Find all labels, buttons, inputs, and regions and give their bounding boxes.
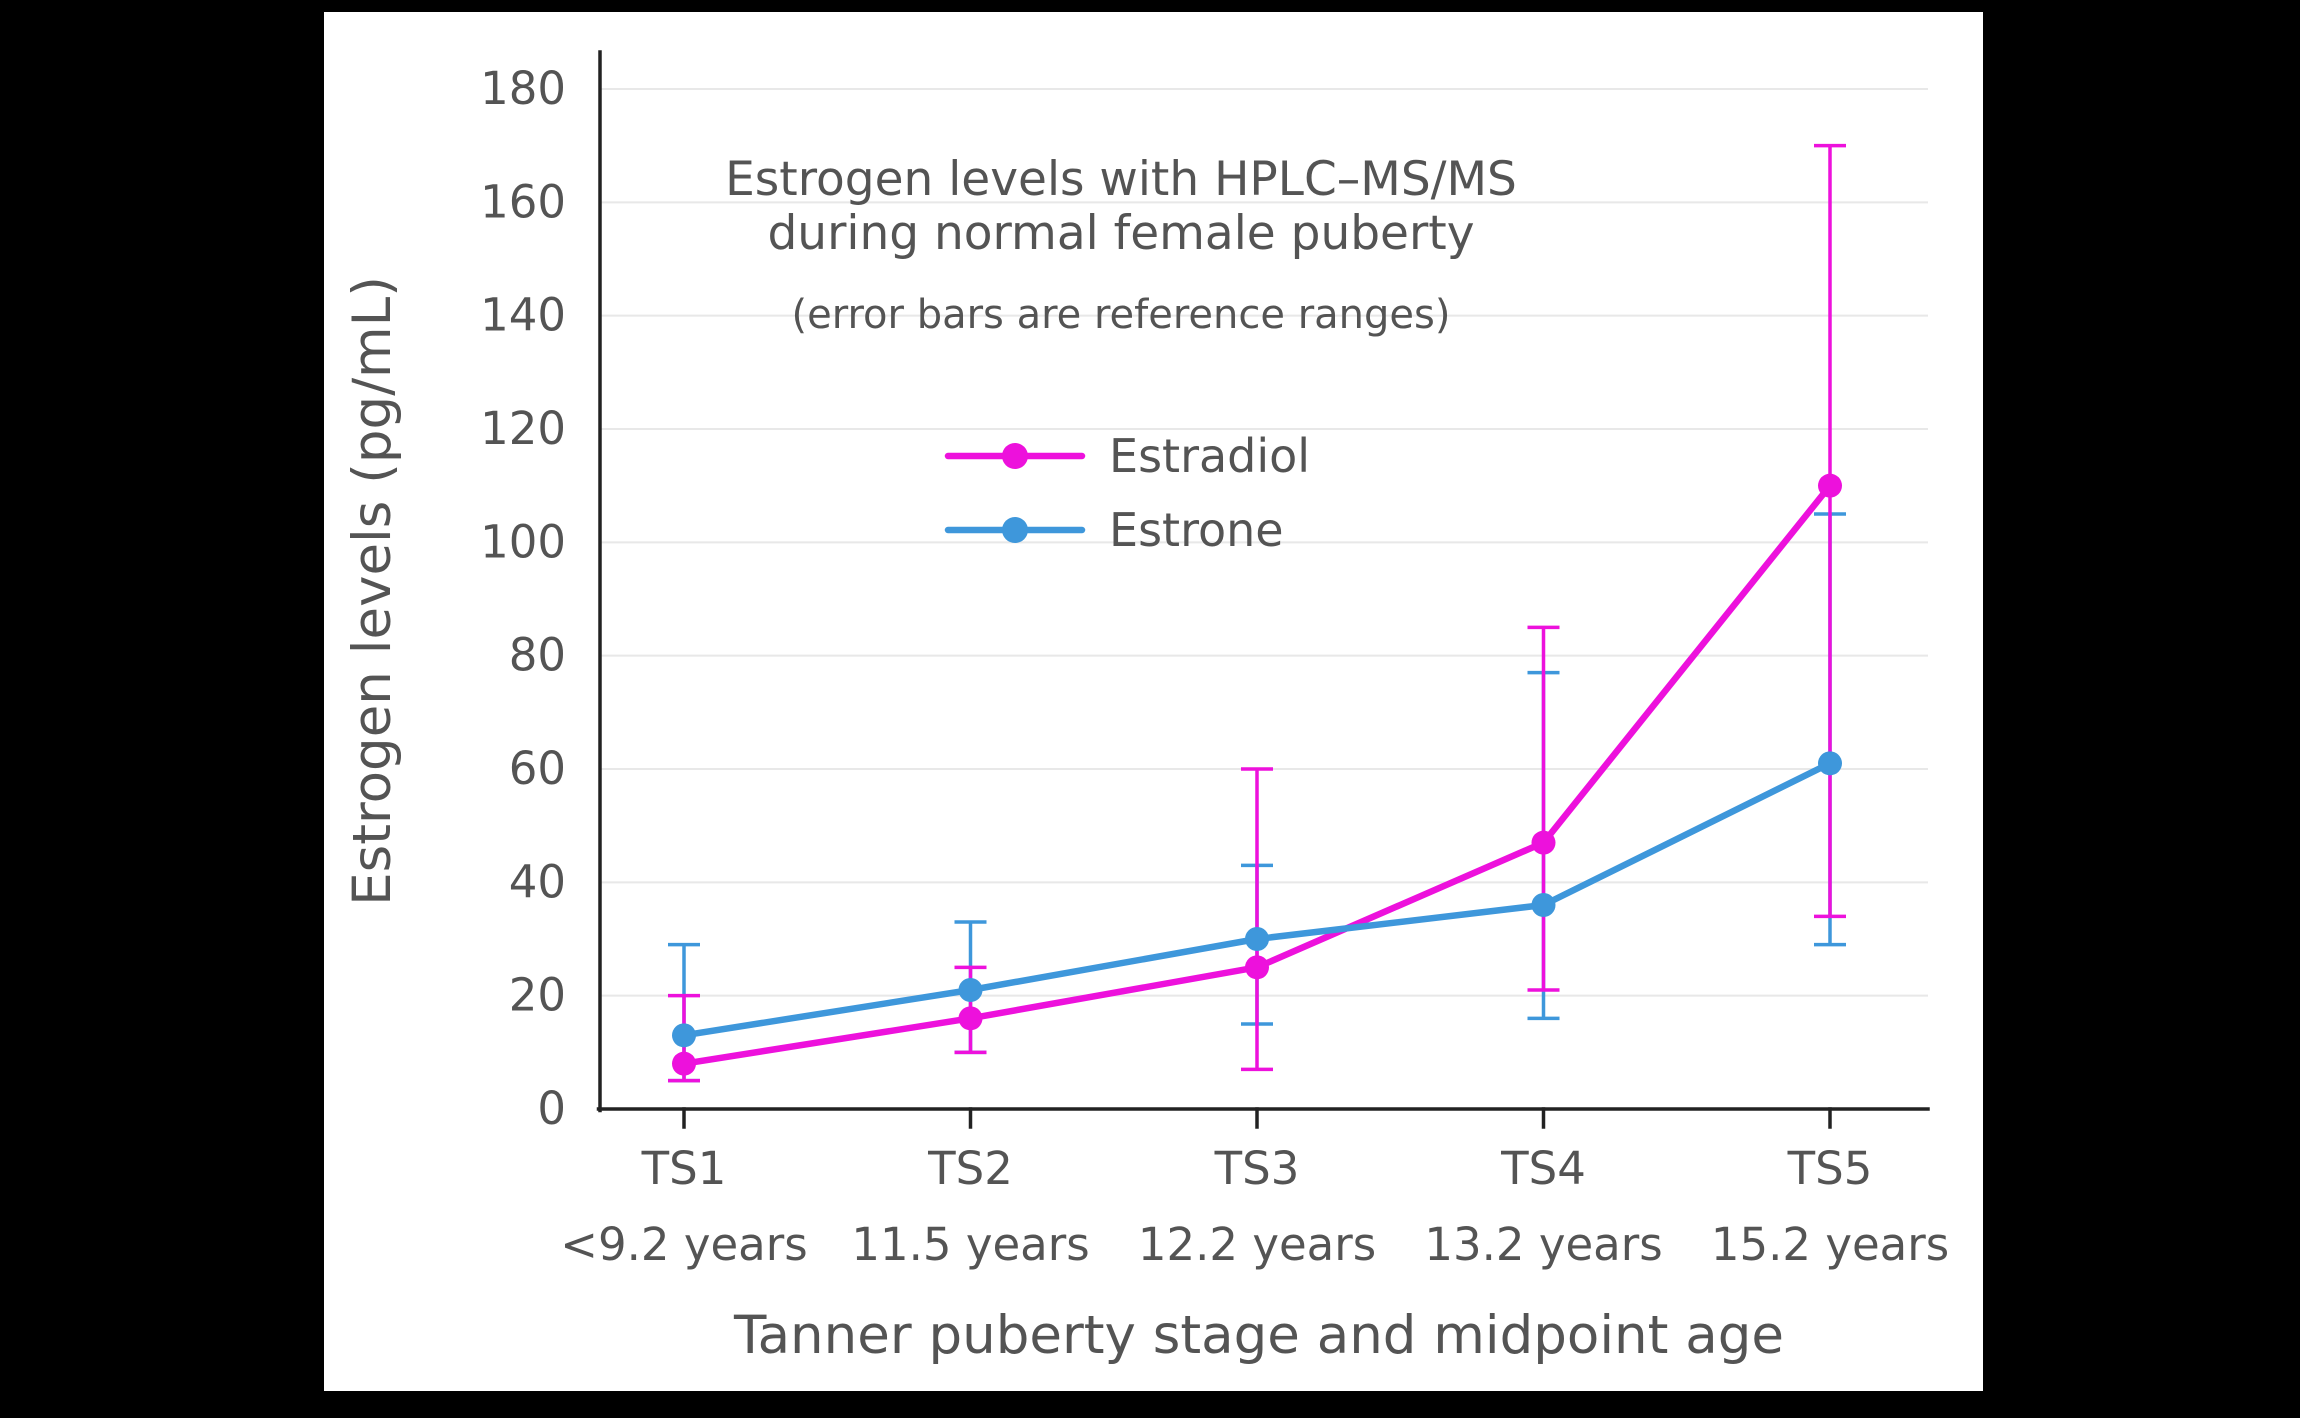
chart-title-line2: during normal female puberty bbox=[767, 206, 1474, 261]
x-tick-sublabels: <9.2 years 11.5 years 12.2 years 13.2 years… bbox=[560, 1218, 1949, 1271]
y-tick-label: 180 bbox=[480, 62, 566, 115]
y-axis-title: Estrogen levels (pg/mL) bbox=[342, 276, 403, 906]
series-marker bbox=[1245, 955, 1269, 980]
series-marker bbox=[1818, 751, 1842, 776]
y-tick-label: 20 bbox=[509, 969, 566, 1022]
x-tick-sublabel: 12.2 years bbox=[1138, 1218, 1376, 1271]
x-tick-sublabel: 11.5 years bbox=[851, 1218, 1089, 1271]
legend: Estradiol Estrone bbox=[944, 429, 1310, 557]
legend-label-estradiol: Estradiol bbox=[1109, 429, 1310, 483]
x-tick-labels: TS1 TS2 TS3 TS4 TS5 bbox=[641, 1142, 1873, 1195]
x-tick-label: TS5 bbox=[1787, 1142, 1873, 1195]
y-tick-label: 120 bbox=[480, 402, 566, 455]
y-tick-label: 80 bbox=[509, 629, 566, 682]
error-bars bbox=[668, 143, 1846, 1083]
legend-dot-swatch bbox=[1002, 443, 1028, 469]
gridlines bbox=[600, 88, 1928, 997]
series-marker bbox=[1818, 473, 1842, 498]
series-marker bbox=[1531, 893, 1556, 917]
y-tick-label: 40 bbox=[509, 855, 566, 908]
y-tick-label: 160 bbox=[480, 175, 566, 228]
chart-title-line1: Estrogen levels with HPLC–MS/MS bbox=[725, 152, 1517, 207]
series-marker bbox=[672, 1023, 696, 1048]
legend-label-estrone: Estrone bbox=[1109, 503, 1284, 557]
series-marker bbox=[1531, 830, 1556, 855]
series-marker bbox=[958, 1006, 983, 1031]
x-axis-title: Tanner puberty stage and midpoint age bbox=[733, 1305, 1784, 1366]
chart-svg: 0 20 40 60 80 100 120 140 160 180 TS1 TS2 TS3 TS4 TS5… bbox=[342, 50, 1949, 1366]
series-markers bbox=[672, 473, 1842, 1076]
x-tick-sublabel: 15.2 years bbox=[1711, 1218, 1949, 1271]
y-tick-labels: 0 20 40 60 80 100 120 140 160 180 bbox=[480, 62, 566, 1135]
series-marker bbox=[1245, 927, 1269, 951]
x-tick-sublabel: 13.2 years bbox=[1424, 1218, 1662, 1271]
series-marker bbox=[672, 1051, 696, 1076]
x-tick-label: TS4 bbox=[1500, 1142, 1586, 1195]
x-tick-marks bbox=[682, 1107, 1832, 1129]
legend-markers bbox=[944, 443, 1086, 543]
axes bbox=[596, 50, 1930, 1113]
chart-panel: 0 20 40 60 80 100 120 140 160 180 TS1 TS2 TS3 TS4 TS5… bbox=[324, 12, 1983, 1391]
series-marker bbox=[958, 978, 983, 1002]
x-tick-label: TS3 bbox=[1214, 1142, 1300, 1195]
x-tick-sublabel: <9.2 years bbox=[560, 1218, 807, 1271]
y-tick-label: 60 bbox=[509, 742, 566, 795]
y-tick-label: 0 bbox=[537, 1082, 566, 1135]
x-tick-label: TS2 bbox=[927, 1142, 1013, 1195]
chart-subtitle: (error bars are reference ranges) bbox=[792, 292, 1451, 338]
y-tick-label: 140 bbox=[480, 289, 566, 342]
y-tick-label: 100 bbox=[480, 515, 566, 568]
x-tick-label: TS1 bbox=[641, 1142, 727, 1195]
legend-dot-swatch bbox=[1002, 517, 1028, 543]
